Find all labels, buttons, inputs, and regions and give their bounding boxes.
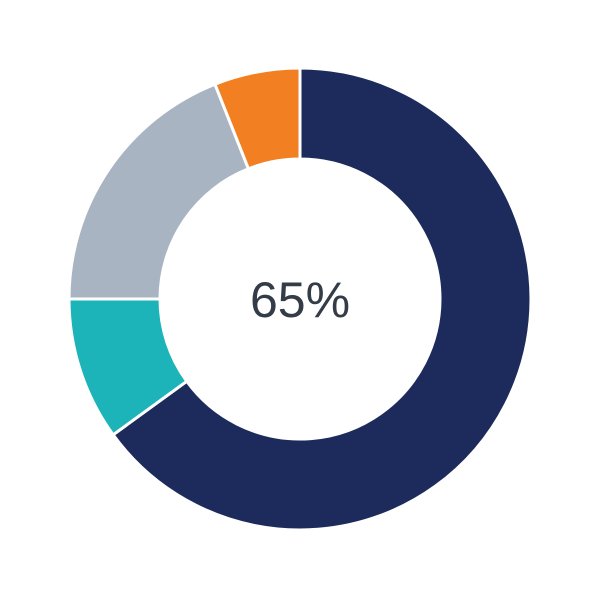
donut-slice-3 (67, 82, 251, 301)
slices-group (67, 66, 533, 532)
donut-slice-1 (111, 66, 533, 532)
center-label: 65% (250, 272, 350, 328)
donut-slice-4 (213, 66, 302, 171)
